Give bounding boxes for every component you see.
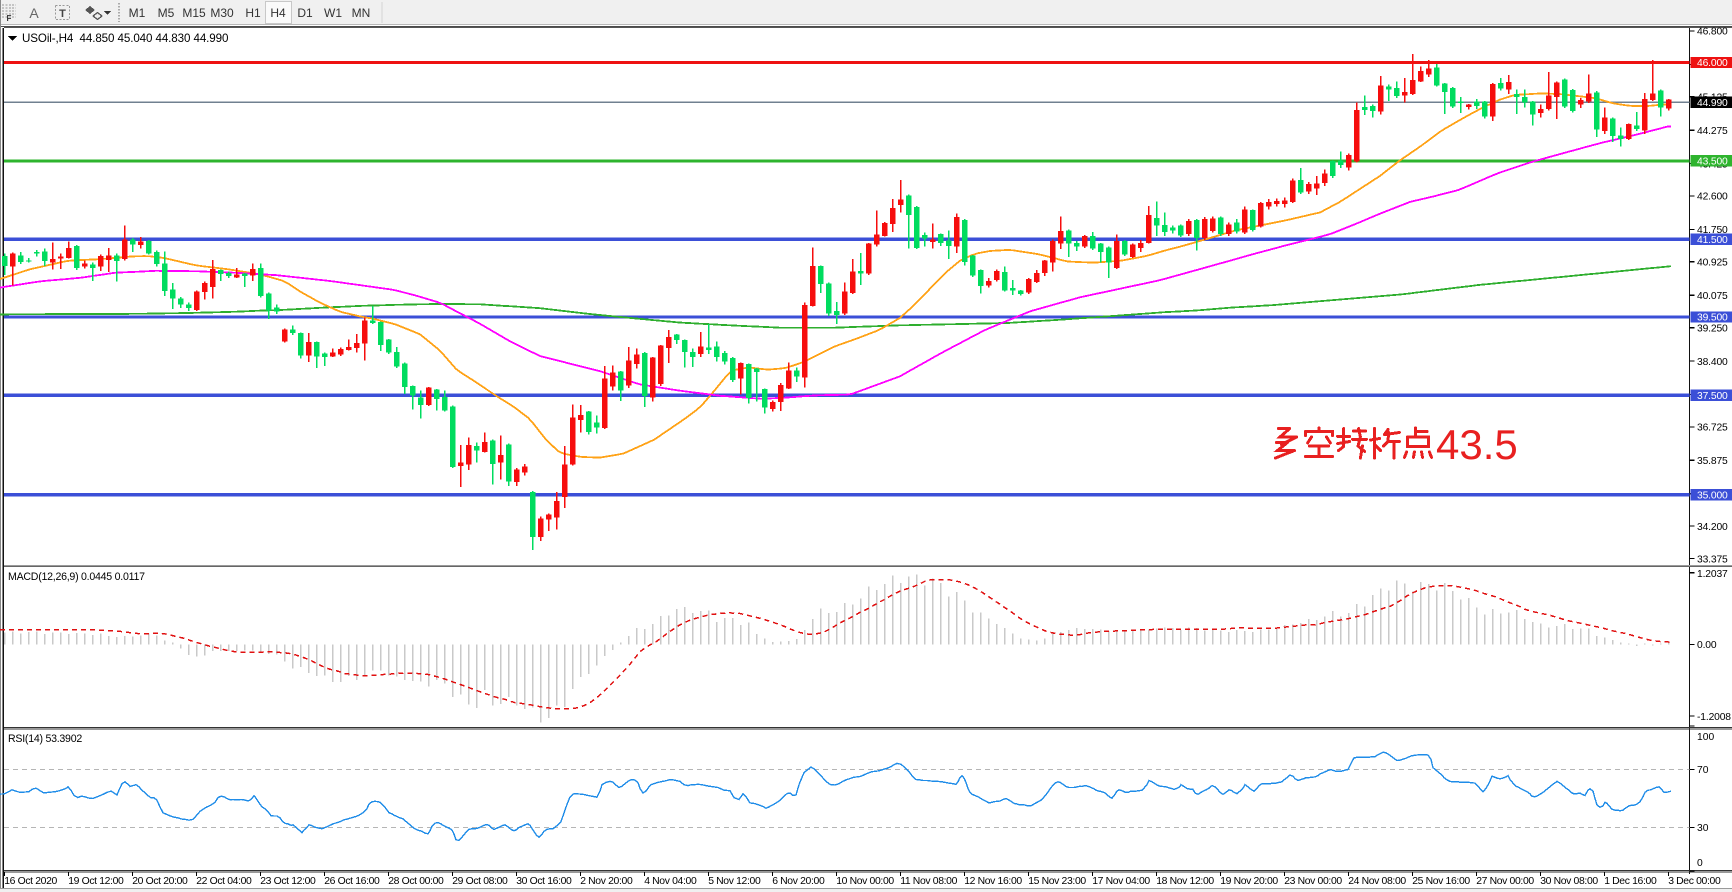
svg-text:30 Oct 16:00: 30 Oct 16:00 — [516, 876, 572, 887]
svg-text:11 Nov 08:00: 11 Nov 08:00 — [900, 876, 957, 887]
svg-text:44.990: 44.990 — [1697, 98, 1728, 109]
svg-text:2 Nov 20:00: 2 Nov 20:00 — [580, 876, 633, 887]
svg-text:5 Nov 12:00: 5 Nov 12:00 — [708, 876, 761, 887]
svg-text:H4: H4 — [270, 6, 286, 20]
svg-text:1 Dec 16:00: 1 Dec 16:00 — [1604, 876, 1657, 887]
svg-text:35.875: 35.875 — [1697, 456, 1728, 467]
svg-text:-1.2008: -1.2008 — [1697, 712, 1731, 723]
svg-text:29 Oct 08:00: 29 Oct 08:00 — [452, 876, 508, 887]
svg-text:35.000: 35.000 — [1697, 490, 1728, 501]
svg-text:19 Oct 12:00: 19 Oct 12:00 — [68, 876, 124, 887]
svg-text:M5: M5 — [158, 6, 175, 20]
svg-text:20 Oct 20:00: 20 Oct 20:00 — [132, 876, 188, 887]
svg-text:28 Oct 00:00: 28 Oct 00:00 — [388, 876, 444, 887]
svg-text:16 Oct 2020: 16 Oct 2020 — [4, 876, 57, 887]
svg-text:12 Nov 16:00: 12 Nov 16:00 — [964, 876, 1022, 887]
svg-text:F: F — [7, 14, 12, 23]
svg-text:0.00: 0.00 — [1697, 640, 1717, 651]
svg-text:43.5: 43.5 — [1436, 421, 1518, 468]
svg-text:30: 30 — [1697, 823, 1709, 834]
svg-text:33.375: 33.375 — [1697, 554, 1728, 565]
svg-text:19 Nov 20:00: 19 Nov 20:00 — [1220, 876, 1278, 887]
svg-text:RSI(14) 53.3902: RSI(14) 53.3902 — [8, 733, 82, 745]
svg-text:W1: W1 — [324, 6, 342, 20]
svg-text:D1: D1 — [297, 6, 313, 20]
svg-text:24 Nov 08:00: 24 Nov 08:00 — [1348, 876, 1406, 887]
svg-text:39.500: 39.500 — [1697, 313, 1728, 324]
svg-text:70: 70 — [1697, 765, 1709, 776]
svg-text:A: A — [29, 5, 39, 21]
svg-text:26 Oct 16:00: 26 Oct 16:00 — [324, 876, 380, 887]
svg-text:46.000: 46.000 — [1697, 58, 1728, 69]
svg-text:40.925: 40.925 — [1697, 258, 1728, 269]
svg-text:23 Oct 12:00: 23 Oct 12:00 — [260, 876, 316, 887]
svg-text:M30: M30 — [210, 6, 234, 20]
svg-text:37.500: 37.500 — [1697, 391, 1728, 402]
svg-text:43.500: 43.500 — [1697, 157, 1728, 168]
svg-text:40.075: 40.075 — [1697, 291, 1728, 302]
svg-text:0: 0 — [1697, 858, 1703, 869]
svg-text:25 Nov 16:00: 25 Nov 16:00 — [1412, 876, 1470, 887]
svg-text:6 Nov 20:00: 6 Nov 20:00 — [772, 876, 825, 887]
svg-text:T: T — [59, 8, 66, 20]
svg-text:100: 100 — [1697, 732, 1714, 743]
svg-text:44.275: 44.275 — [1697, 126, 1728, 137]
svg-text:36.725: 36.725 — [1697, 423, 1728, 434]
svg-text:22 Oct 04:00: 22 Oct 04:00 — [196, 876, 252, 887]
svg-text:10 Nov 00:00: 10 Nov 00:00 — [836, 876, 894, 887]
svg-text:42.600: 42.600 — [1697, 192, 1728, 203]
svg-text:1.2037: 1.2037 — [1697, 569, 1728, 580]
svg-text:15 Nov 23:00: 15 Nov 23:00 — [1028, 876, 1086, 887]
svg-text:M1: M1 — [129, 6, 146, 20]
svg-text:3 Dec 00:00: 3 Dec 00:00 — [1668, 876, 1721, 887]
svg-text:30 Nov 08:00: 30 Nov 08:00 — [1540, 876, 1598, 887]
svg-text:23 Nov 00:00: 23 Nov 00:00 — [1284, 876, 1342, 887]
svg-text:M15: M15 — [182, 6, 206, 20]
svg-text:41.500: 41.500 — [1697, 235, 1728, 246]
svg-text:17 Nov 04:00: 17 Nov 04:00 — [1092, 876, 1150, 887]
svg-text:USOil-,H4 44.850 45.040 44.83: USOil-,H4 44.850 45.040 44.830 44.990 — [22, 32, 228, 45]
svg-text:39.250: 39.250 — [1697, 323, 1728, 334]
svg-text:4 Nov 04:00: 4 Nov 04:00 — [644, 876, 697, 887]
svg-text:41.750: 41.750 — [1697, 225, 1728, 236]
svg-text:34.200: 34.200 — [1697, 522, 1728, 533]
svg-text:18 Nov 12:00: 18 Nov 12:00 — [1156, 876, 1214, 887]
svg-text:H1: H1 — [245, 6, 261, 20]
svg-text:27 Nov 00:00: 27 Nov 00:00 — [1476, 876, 1534, 887]
svg-text:MACD(12,26,9) 0.0445 0.0117: MACD(12,26,9) 0.0445 0.0117 — [8, 571, 145, 583]
svg-text:46.800: 46.800 — [1697, 27, 1728, 38]
svg-text:38.400: 38.400 — [1697, 357, 1728, 368]
svg-text:MN: MN — [352, 6, 371, 20]
